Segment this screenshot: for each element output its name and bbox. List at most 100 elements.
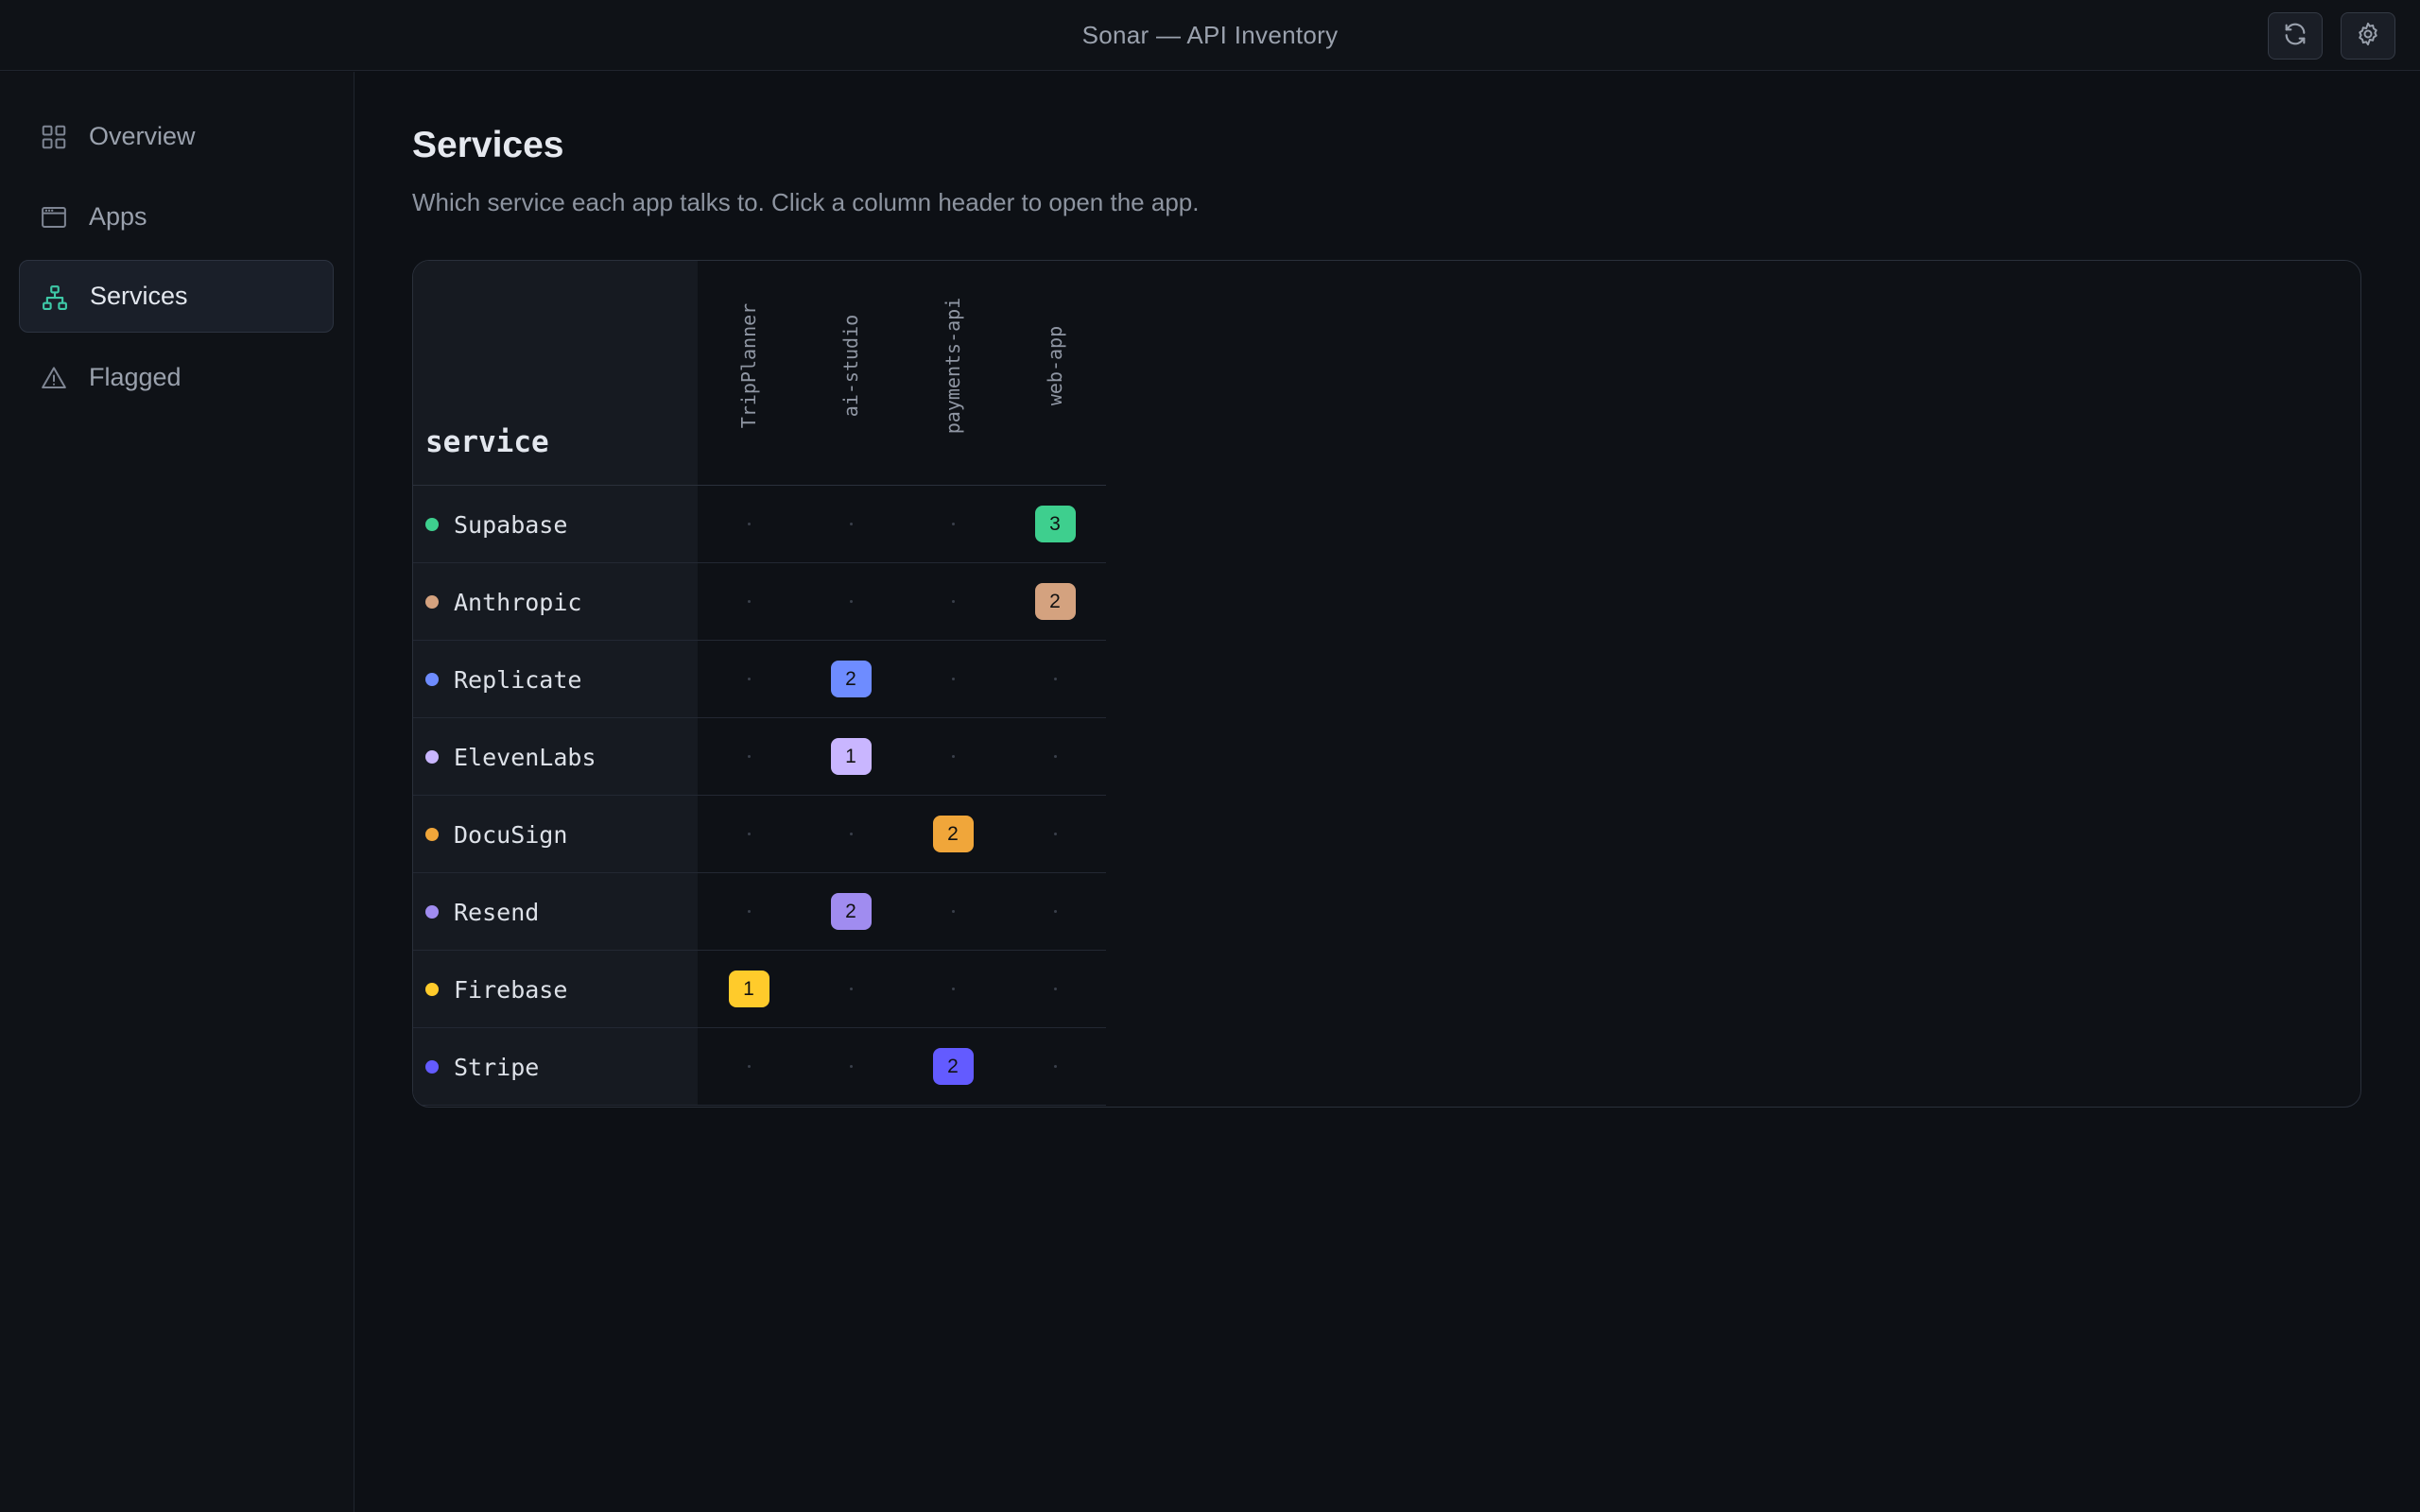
- empty-cell: [902, 563, 1004, 640]
- service-name: Replicate: [454, 666, 582, 694]
- count-badge[interactable]: 2: [932, 816, 974, 852]
- empty-cell: [1004, 641, 1106, 717]
- column-header-web-app[interactable]: web-app: [1004, 261, 1106, 486]
- empty-dot: [951, 755, 955, 758]
- sidebar-item-apps[interactable]: Apps: [19, 180, 334, 253]
- service-cell: Anthropic: [413, 563, 698, 640]
- empty-cell: [698, 486, 800, 562]
- sidebar-item-label: Overview: [89, 122, 196, 150]
- table-row: Firebase 1: [413, 951, 1106, 1028]
- service-cell: Replicate: [413, 641, 698, 717]
- sidebar-item-label: Apps: [89, 202, 147, 231]
- table-row: Resend 2: [413, 873, 1106, 951]
- service-matrix: service TripPlanner ai-studio payments-api…: [412, 260, 2361, 1108]
- service-color-dot: [425, 905, 439, 919]
- table-row: Anthropic 2: [413, 563, 1106, 641]
- empty-dot: [747, 523, 751, 525]
- row-header-label: service: [425, 425, 549, 459]
- empty-cell: [1004, 718, 1106, 795]
- empty-cell: [902, 486, 1004, 562]
- column-header-payments-api[interactable]: payments-api: [902, 261, 1004, 486]
- table-row: DocuSign 2: [413, 796, 1106, 873]
- empty-cell: [698, 1028, 800, 1105]
- empty-dot: [849, 600, 853, 603]
- empty-cell: [698, 718, 800, 795]
- table-row: Stripe 2: [413, 1028, 1106, 1106]
- count-badge[interactable]: 2: [830, 661, 872, 697]
- count-badge[interactable]: 2: [1034, 583, 1076, 620]
- empty-cell: [698, 641, 800, 717]
- empty-dot: [951, 910, 955, 913]
- count-cell: 2: [800, 641, 902, 717]
- empty-cell: [902, 718, 1004, 795]
- count-cell: 1: [800, 718, 902, 795]
- service-cell: Stripe: [413, 1028, 698, 1105]
- count-badge[interactable]: 1: [830, 738, 872, 775]
- service-cell: Supabase: [413, 486, 698, 562]
- count-badge[interactable]: 3: [1034, 506, 1076, 542]
- page-title: Services: [412, 125, 564, 165]
- empty-dot: [849, 833, 853, 835]
- sidebar-item-flagged[interactable]: Flagged: [19, 341, 334, 414]
- service-name: Stripe: [454, 1054, 540, 1081]
- count-cell: 2: [1004, 563, 1106, 640]
- count-cell: 2: [800, 873, 902, 950]
- count-badge[interactable]: 2: [932, 1048, 974, 1085]
- column-header-label: TripPlanner: [737, 302, 760, 429]
- empty-dot: [951, 600, 955, 603]
- empty-dot: [747, 833, 751, 835]
- count-badge[interactable]: 1: [728, 971, 769, 1007]
- service-color-dot: [425, 828, 439, 841]
- service-cell: Resend: [413, 873, 698, 950]
- service-name: Anthropic: [454, 589, 582, 616]
- sidebar-item-overview[interactable]: Overview: [19, 100, 334, 173]
- column-header-tripplanner[interactable]: TripPlanner: [698, 261, 800, 486]
- empty-cell: [698, 563, 800, 640]
- empty-cell: [800, 563, 902, 640]
- network-icon: [41, 284, 69, 312]
- service-color-dot: [425, 1060, 439, 1074]
- column-header-ai-studio[interactable]: ai-studio: [800, 261, 902, 486]
- gear-icon: [2355, 21, 2381, 52]
- empty-cell: [902, 951, 1004, 1027]
- service-color-dot: [425, 595, 439, 609]
- count-cell: 3: [1004, 486, 1106, 562]
- service-cell: Firebase: [413, 951, 698, 1027]
- empty-dot: [1053, 755, 1057, 758]
- count-badge[interactable]: 2: [830, 893, 872, 930]
- window-icon: [40, 203, 68, 232]
- count-cell: 1: [698, 951, 800, 1027]
- service-name: DocuSign: [454, 821, 568, 849]
- empty-dot: [849, 1065, 853, 1068]
- count-cell: 2: [902, 796, 1004, 872]
- empty-dot: [1053, 1065, 1057, 1068]
- count-cell: 2: [902, 1028, 1004, 1105]
- column-header-label: ai-studio: [839, 314, 862, 418]
- title-bar: Sonar — API Inventory: [0, 0, 2420, 71]
- empty-dot: [951, 988, 955, 990]
- sidebar-item-label: Flagged: [89, 363, 182, 391]
- empty-cell: [800, 486, 902, 562]
- service-name: Resend: [454, 899, 540, 926]
- service-cell: DocuSign: [413, 796, 698, 872]
- empty-dot: [747, 755, 751, 758]
- sidebar-item-label: Services: [90, 282, 188, 310]
- empty-dot: [747, 678, 751, 680]
- empty-dot: [747, 910, 751, 913]
- refresh-button[interactable]: [2268, 12, 2323, 60]
- service-cell: ElevenLabs: [413, 718, 698, 795]
- main-content: Services Which service each app talks to…: [355, 72, 2420, 1512]
- settings-button[interactable]: [2341, 12, 2395, 60]
- page-subtitle: Which service each app talks to. Click a…: [412, 188, 1200, 216]
- empty-dot: [951, 523, 955, 525]
- empty-cell: [800, 1028, 902, 1105]
- sidebar-item-services[interactable]: Services: [19, 260, 334, 333]
- service-name: Supabase: [454, 511, 568, 539]
- table-row: Supabase 3: [413, 486, 1106, 563]
- service-color-dot: [425, 750, 439, 764]
- empty-cell: [800, 951, 902, 1027]
- empty-cell: [800, 796, 902, 872]
- matrix-corner: service: [413, 261, 698, 486]
- empty-dot: [849, 523, 853, 525]
- empty-cell: [902, 641, 1004, 717]
